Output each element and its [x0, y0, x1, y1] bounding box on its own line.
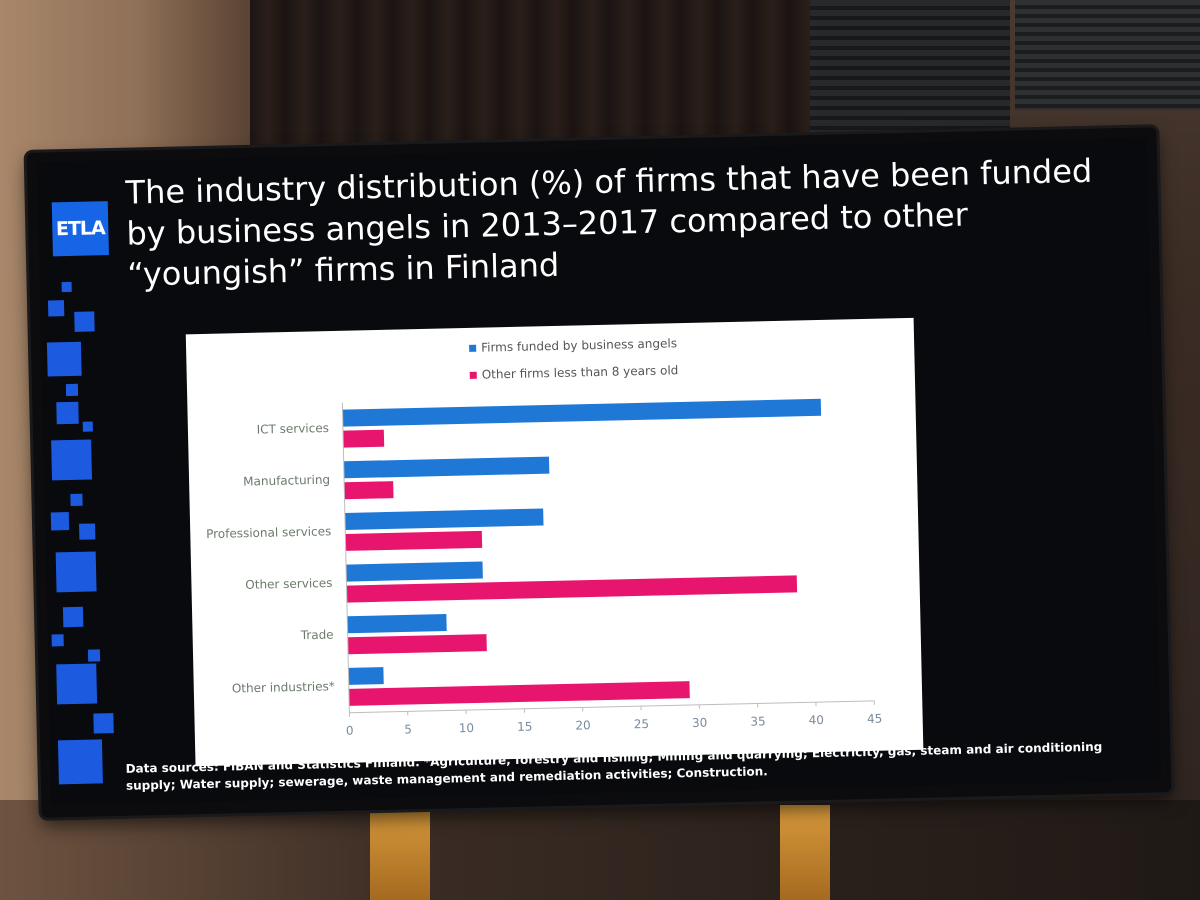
bar-angels-4 — [347, 613, 447, 634]
legend-label-1: Other firms less than 8 years old — [482, 363, 679, 381]
bar-chart: Firms funded by business angels Other fir… — [206, 336, 883, 738]
legend-label-0: Firms funded by business angels — [481, 336, 677, 354]
bar-other-4 — [347, 634, 487, 655]
category-label-2: Professional services — [206, 524, 331, 541]
x-tick-label-3: 15 — [517, 720, 533, 734]
bar-angels-5 — [348, 667, 384, 685]
decorative-squares — [39, 261, 141, 803]
category-label-1: Manufacturing — [243, 473, 330, 489]
x-tick-label-0: 0 — [346, 724, 354, 738]
legend-swatch-0 — [469, 344, 477, 352]
bar-other-1 — [344, 481, 394, 500]
display-monitor: ETLA The industr — [26, 127, 1172, 818]
presentation-slide: ETLA The industr — [36, 137, 1162, 806]
x-tick-label-8: 40 — [809, 713, 825, 727]
chart-panel: Firms funded by business angels Other fir… — [185, 317, 924, 767]
x-tick-label-2: 10 — [459, 721, 475, 735]
floor-background — [0, 800, 1200, 900]
category-label-0: ICT services — [256, 421, 329, 437]
category-label-4: Trade — [300, 628, 334, 643]
blinds-background — [1015, 0, 1200, 110]
x-tick-label-9: 45 — [867, 712, 883, 726]
x-tick-label-6: 30 — [692, 716, 708, 730]
bar-other-5 — [348, 681, 690, 706]
x-tick-label-5: 25 — [634, 717, 650, 731]
bar-other-0 — [342, 429, 385, 448]
x-tick-label-4: 20 — [575, 718, 591, 732]
bar-angels-2 — [344, 508, 544, 530]
bar-other-3 — [346, 575, 798, 603]
bar-angels-0 — [342, 398, 822, 427]
x-tick-label-7: 35 — [750, 714, 766, 728]
window-background — [810, 0, 1010, 150]
x-axis-line — [349, 700, 875, 714]
legend-swatch-1 — [469, 371, 477, 379]
slide-title: The industry distribution (%) of firms t… — [125, 151, 1093, 294]
category-label-5: Other industries* — [232, 679, 335, 695]
lit-stand-right — [780, 805, 830, 900]
category-label-3: Other services — [245, 576, 332, 592]
bar-other-2 — [345, 530, 483, 551]
bar-angels-3 — [346, 561, 483, 582]
x-tick-label-1: 5 — [404, 722, 412, 736]
etla-logo: ETLA — [51, 201, 109, 257]
lit-stand-left — [370, 805, 430, 900]
y-axis-line — [341, 402, 350, 713]
bar-angels-1 — [343, 456, 550, 479]
